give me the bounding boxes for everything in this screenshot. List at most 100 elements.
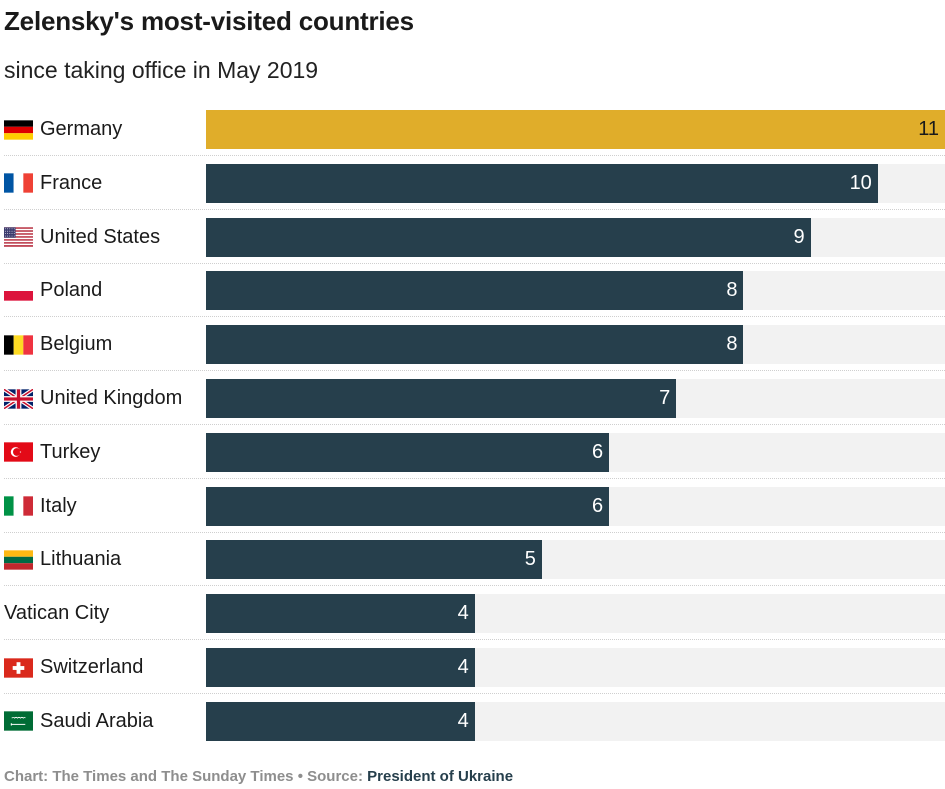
bar: 6 — [206, 432, 610, 472]
row-divider — [4, 585, 945, 587]
bar: 11 — [206, 110, 945, 149]
country-name: Lithuania — [40, 548, 122, 571]
country-name: Saudi Arabia — [40, 709, 154, 732]
united-states-flag-icon — [4, 227, 33, 247]
bar-value-label: 5 — [524, 548, 536, 571]
bar-value-label: 7 — [659, 387, 671, 409]
source-label: Source: — [307, 768, 363, 785]
row-divider — [4, 370, 945, 372]
germany-flag-icon — [4, 119, 33, 140]
bar-row-lithuania: Lithuania 5 — [0, 533, 945, 587]
row-divider — [4, 208, 945, 210]
united-kingdom-flag-icon — [2, 387, 35, 410]
row-divider — [4, 262, 945, 264]
chart-subtitle: since taking office in May 2019 — [4, 57, 319, 83]
bar-row-italy: Italy 6 — [0, 480, 945, 533]
category-label: Lithuania — [4, 533, 121, 586]
bar-track: 5 — [206, 540, 945, 580]
bar-value-label: 4 — [457, 602, 469, 625]
bar-row-turkey: Turkey 6 — [0, 426, 945, 479]
bar-row-belgium: Belgium 8 — [0, 318, 945, 372]
category-label: Saudi Arabia — [4, 695, 153, 748]
bar-value-label: 8 — [726, 333, 738, 356]
saudi-arabia-flag-icon — [4, 711, 33, 731]
bar-value-label: 8 — [726, 279, 738, 302]
country-name: Germany — [40, 118, 123, 140]
category-label: Italy — [4, 480, 77, 533]
bar-value-label: 6 — [591, 440, 604, 463]
bar-track: 8 — [206, 271, 945, 311]
country-name: France — [40, 171, 103, 194]
bar-row-switzerland: Switzerland 4 — [0, 641, 945, 694]
country-name: Belgium — [40, 333, 113, 356]
bar: 5 — [206, 540, 542, 580]
country-name: Turkey — [40, 440, 101, 463]
category-label: Poland — [4, 264, 102, 317]
bar-track: 4 — [206, 594, 945, 634]
bar: 8 — [206, 271, 744, 311]
bar-track: 4 — [206, 701, 945, 741]
france-flag-icon — [4, 173, 33, 193]
category-label: Germany — [4, 103, 122, 156]
category-label: United States — [4, 211, 160, 264]
bar-track: 6 — [206, 486, 945, 526]
row-divider — [4, 531, 945, 533]
bar-row-saudi-arabia: Saudi Arabia 4 — [0, 695, 945, 748]
footer-separator: • — [297, 768, 303, 785]
lithuania-flag-icon — [4, 550, 33, 570]
bar: 6 — [206, 486, 610, 526]
category-label: Turkey — [4, 426, 100, 479]
bar-row-france: France 10 — [0, 157, 945, 210]
bar: 9 — [206, 217, 811, 257]
bar: 4 — [206, 594, 475, 634]
bar-value-label: 11 — [918, 118, 939, 140]
bar: 7 — [206, 379, 677, 418]
poland-flag-icon — [4, 281, 33, 301]
category-label: Belgium — [4, 318, 112, 371]
bar-value-label: 10 — [849, 171, 872, 194]
category-label: France — [4, 157, 102, 210]
row-divider — [4, 424, 945, 425]
bar: 8 — [206, 325, 744, 365]
country-name: Italy — [40, 494, 77, 517]
bar-track: 9 — [206, 217, 945, 257]
bar-value-label: 6 — [591, 494, 604, 517]
bar: 4 — [206, 701, 475, 741]
bar-row-poland: Poland 8 — [0, 264, 945, 318]
bar-row-united-kingdom: United Kingdom 7 — [0, 372, 945, 425]
bar: 4 — [206, 648, 475, 687]
row-divider — [4, 155, 945, 156]
row-divider — [4, 639, 945, 641]
country-name: Poland — [40, 279, 103, 302]
belgium-flag-icon — [4, 335, 33, 355]
bar-track: 8 — [206, 325, 945, 365]
country-name: United Kingdom — [40, 387, 183, 409]
source-link[interactable]: President of Ukraine — [367, 768, 514, 785]
bar-value-label: 9 — [793, 225, 805, 248]
chart-title: Zelensky's most-visited countries — [4, 6, 414, 36]
italy-flag-icon — [4, 496, 33, 516]
bar-track: 10 — [206, 163, 945, 203]
bar-row-vatican-city: Vatican City 4 — [0, 587, 945, 641]
row-divider — [4, 316, 945, 318]
bar-track: 4 — [206, 648, 945, 687]
bar-track: 7 — [206, 379, 945, 418]
bar-value-label: 4 — [457, 656, 469, 678]
category-label: United Kingdom — [2, 372, 183, 425]
bar-row-germany: Germany 11 — [0, 103, 945, 156]
chart-footer: Chart: The Times and The Sunday Times • … — [4, 768, 513, 785]
chart-credit: Chart: The Times and The Sunday Times — [4, 768, 294, 785]
country-name: Vatican City — [4, 602, 110, 625]
row-divider — [4, 693, 945, 694]
country-name: United States — [40, 225, 161, 248]
country-name: Switzerland — [40, 656, 144, 678]
row-divider — [4, 477, 945, 479]
turkey-flag-icon — [4, 442, 33, 462]
bar-track: 11 — [206, 110, 945, 149]
bar: 10 — [206, 163, 878, 203]
bar-value-label: 4 — [457, 709, 469, 732]
category-label: Switzerland — [4, 641, 143, 694]
bar-track: 6 — [206, 432, 945, 472]
switzerland-flag-icon — [4, 657, 33, 678]
category-label: Vatican City — [4, 587, 109, 640]
